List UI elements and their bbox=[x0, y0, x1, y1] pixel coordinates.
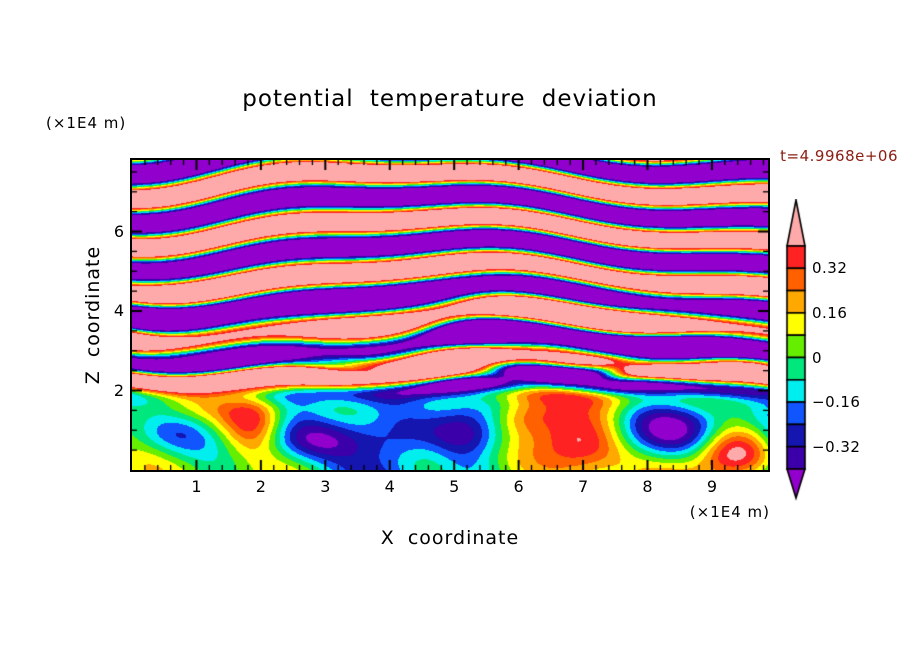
z-tick-label: 4 bbox=[113, 301, 124, 321]
colorbar-tick-label: 0.32 bbox=[812, 259, 848, 278]
z-tick-label: 6 bbox=[113, 221, 124, 241]
timestamp-label: t=4.9968e+06 bbox=[780, 147, 898, 165]
x-tick-label: 7 bbox=[577, 477, 589, 496]
x-tick-label: 3 bbox=[320, 477, 331, 496]
colorbar-tick-label: 0.16 bbox=[812, 303, 848, 322]
x-axis-title: X coordinate bbox=[380, 527, 520, 549]
contour-plot-canvas bbox=[130, 158, 770, 472]
x-tick-label: 1 bbox=[191, 477, 202, 496]
page-title: potential temperature deviation bbox=[242, 86, 658, 112]
colorbar-tick-label: −0.16 bbox=[812, 393, 861, 412]
x-tick-label: 6 bbox=[513, 477, 524, 496]
x-tick-label: 4 bbox=[384, 477, 395, 496]
x-tick-label: 9 bbox=[706, 477, 718, 496]
x-axis-unit-label: (×1E4 m) bbox=[689, 503, 770, 521]
x-tick-label: 5 bbox=[449, 477, 460, 496]
colorbar-canvas bbox=[784, 199, 808, 501]
x-tick-label: 8 bbox=[642, 477, 653, 496]
colorbar-tick-label: 0 bbox=[812, 348, 823, 367]
x-tick-label: 2 bbox=[255, 477, 266, 496]
z-tick-label: 2 bbox=[113, 380, 124, 400]
colorbar-tick-label: −0.32 bbox=[812, 437, 861, 456]
z-axis-unit-label: (×1E4 m) bbox=[46, 114, 127, 132]
